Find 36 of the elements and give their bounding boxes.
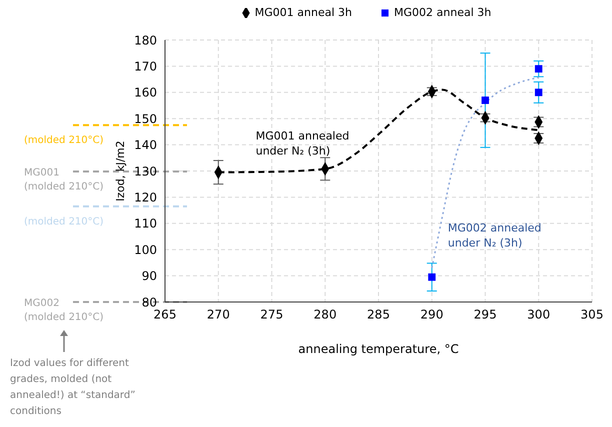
- y-tick-label: 160: [134, 86, 157, 100]
- point: [428, 273, 436, 281]
- x-tick-label: 275: [260, 308, 284, 322]
- legend-label: MG001 anneal 3h: [254, 6, 352, 19]
- ref-line-label: (molded 210°C): [24, 216, 104, 228]
- ref-line-label: MG001 (molded 210°C): [24, 168, 104, 193]
- y-tick-label: 140: [134, 138, 157, 152]
- y-tick-label: 80: [142, 295, 157, 310]
- point: [534, 88, 542, 96]
- x-tick-label: 295: [474, 308, 497, 322]
- x-tick-label: 305: [580, 308, 604, 322]
- y-tick-label: 150: [134, 112, 157, 126]
- annotation: MG001 annealed under N₂ (3h): [256, 130, 350, 158]
- line-series: [431, 76, 540, 269]
- y-tick-label: 110: [134, 216, 157, 231]
- annotation: MG002 annealed under N₂ (3h): [448, 221, 542, 250]
- y-tick-label: 130: [134, 164, 157, 178]
- y-tick-label: 170: [134, 59, 157, 74]
- x-axis-title: annealing temperature, °C: [298, 342, 459, 356]
- x-tick-label: 285: [367, 308, 390, 322]
- y-tick-label: 180: [134, 33, 157, 48]
- y-tick-label: 90: [142, 269, 157, 284]
- x-tick-label: 265: [154, 308, 176, 322]
- x-tick-label: 270: [206, 308, 230, 322]
- x-tick-label: 280: [314, 308, 337, 322]
- ref-line-label: (molded 210°C): [24, 135, 104, 146]
- x-tick-label: 300: [527, 308, 550, 322]
- ref-line-label: MG002 (molded 210°C): [24, 298, 104, 323]
- y-tick-label: 100: [134, 242, 157, 257]
- legend-label: MG002 anneal 3h: [393, 6, 492, 19]
- point: [534, 65, 542, 73]
- y-axis-title: Izod, kJ/m2: [114, 140, 127, 202]
- x-tick-label: 290: [420, 308, 444, 322]
- point: [482, 96, 489, 104]
- text: Izod values for different grades, molded (not annealed!) at “standard” conditions: [10, 357, 136, 419]
- y-tick-label: 120: [134, 190, 157, 204]
